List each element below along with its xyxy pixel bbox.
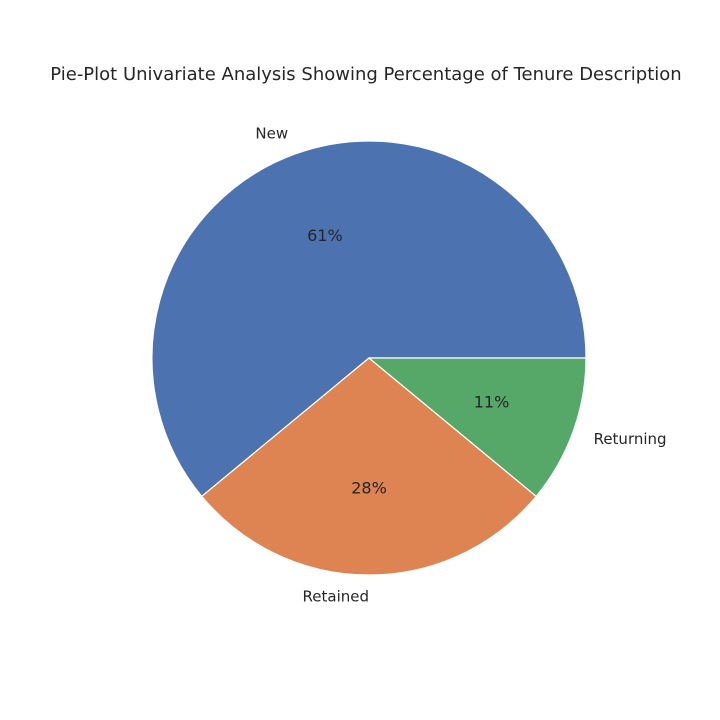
pie-slice-returning [368,357,587,497]
slice-label-new: New [255,124,288,142]
pie-labels: New 61% Retained 28% Returning 11% [255,124,666,605]
percent-label-retained: 28% [351,479,387,498]
pie-slice-retained [201,357,537,576]
pie-slice-new [151,140,587,497]
slice-label-retained: Retained [303,588,369,606]
percent-label-returning: 11% [474,393,510,412]
percent-label-new: 61% [307,226,343,245]
slice-label-returning: Returning [594,430,667,448]
pie-slices [151,140,587,576]
chart-title: Pie-Plot Univariate Analysis Showing Per… [50,64,681,85]
